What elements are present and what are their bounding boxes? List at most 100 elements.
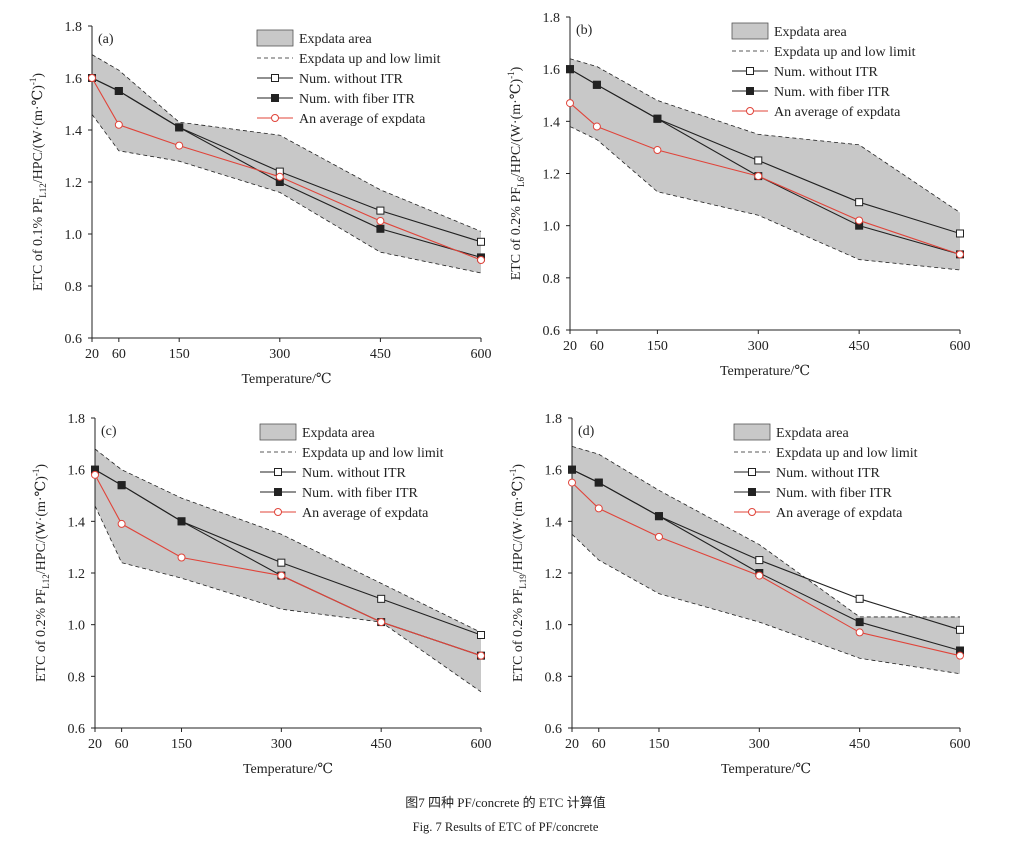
- data-point: [477, 237, 485, 246]
- y-tick-label: 1.2: [543, 168, 561, 183]
- data-point: [956, 625, 964, 634]
- x-tick-label: 300: [748, 339, 769, 354]
- series-line: [569, 68, 961, 255]
- legend-swatch-marker: [746, 67, 754, 75]
- legend-label: An average of expdata: [299, 112, 426, 127]
- data-point: [376, 206, 385, 215]
- legend: Expdata area Expdata up and low limit Num.…: [731, 22, 916, 120]
- x-axis-label: Temperature/℃: [720, 364, 810, 379]
- data-point: [956, 250, 964, 259]
- data-point: [277, 571, 286, 580]
- y-tick-label: 0.8: [545, 670, 563, 685]
- legend-label: Num. without ITR: [299, 72, 403, 87]
- x-tick-label: 600: [471, 347, 492, 362]
- x-tick-label: 60: [112, 347, 126, 362]
- expdata-area: [92, 54, 481, 273]
- data-point: [477, 256, 485, 264]
- legend: Expdata area Expdata up and low limit Num.…: [259, 423, 444, 521]
- data-point: [114, 87, 123, 95]
- y-tick-label: 1.4: [543, 115, 561, 130]
- x-tick-label: 150: [169, 347, 190, 362]
- data-point: [277, 558, 286, 567]
- legend-swatch-area: [733, 423, 771, 441]
- series-an-average-of-expdata: [91, 470, 485, 660]
- series-an-average-of-expdata: [566, 99, 964, 259]
- expdata-lower-limit: [94, 505, 482, 693]
- data-point: [175, 123, 184, 132]
- y-tick-label: 0.6: [543, 324, 561, 339]
- legend-label: Num. with fiber ITR: [776, 486, 893, 501]
- data-point: [754, 172, 763, 181]
- data-point: [177, 553, 186, 562]
- legend-swatch-marker: [274, 488, 282, 496]
- x-tick-label: 450: [371, 737, 392, 752]
- figure-caption-chinese: 图7 四种 PF/concrete 的 ETC 计算值: [405, 795, 606, 810]
- y-tick-label: 1.4: [65, 124, 83, 139]
- data-point: [755, 571, 764, 580]
- x-tick-label: 300: [269, 347, 290, 362]
- legend-label: Expdata up and low limit: [302, 446, 444, 461]
- legend-label: Num. with fiber ITR: [299, 92, 416, 107]
- legend-label: Expdata up and low limit: [299, 52, 441, 67]
- legend-label: Expdata area: [774, 25, 847, 40]
- data-point: [566, 99, 574, 108]
- legend-swatch-marker: [746, 107, 754, 115]
- series-line: [94, 474, 482, 657]
- expdata-upper-limit: [94, 448, 482, 633]
- series-line: [569, 102, 961, 255]
- data-point: [175, 141, 184, 150]
- series-num-with-fiber-itr: [568, 465, 964, 655]
- x-axis-label: Temperature/℃: [243, 762, 333, 777]
- y-tick-label: 1.4: [545, 515, 563, 530]
- y-tick-label: 0.8: [543, 272, 561, 287]
- legend-label: Num. without ITR: [776, 466, 880, 481]
- data-point: [855, 594, 864, 603]
- data-point: [477, 631, 485, 639]
- legend-swatch-marker: [748, 508, 756, 516]
- panel-label: (b): [576, 23, 593, 38]
- legend-label: Expdata area: [302, 426, 375, 441]
- legend-swatch-marker: [271, 74, 279, 82]
- data-point: [566, 65, 574, 74]
- x-tick-label: 600: [950, 339, 971, 354]
- expdata-upper-limit: [569, 58, 961, 213]
- data-point: [592, 80, 601, 89]
- y-tick-label: 1.0: [543, 220, 561, 235]
- y-tick-label: 1.2: [68, 567, 86, 582]
- expdata-upper-limit: [571, 446, 960, 618]
- x-tick-label: 150: [648, 737, 669, 752]
- x-tick-label: 60: [115, 737, 129, 752]
- data-point: [956, 229, 964, 238]
- legend-label: An average of expdata: [776, 506, 903, 521]
- data-point: [855, 216, 864, 225]
- legend-swatch-marker: [274, 508, 282, 516]
- chart-panel-4: 0.6 0.8 1.0 1.2 1.4 1.6 1.8 20 60 150 300 450 600 Tem…: [508, 412, 971, 777]
- x-tick-label: 450: [370, 347, 391, 362]
- legend-swatch-area: [731, 22, 769, 40]
- data-point: [275, 172, 284, 181]
- expdata-area: [95, 449, 481, 692]
- series-line: [91, 77, 482, 261]
- y-axis-label: ETC of 0.2% PFL6/HPC/(W·(m·℃)-1): [506, 66, 526, 280]
- y-axis-label: ETC of 0.2% PFL19/HPC/(W·(m·℃)-1): [508, 464, 528, 682]
- y-tick-label: 0.8: [65, 280, 83, 295]
- series-an-average-of-expdata: [88, 74, 485, 264]
- data-point: [755, 556, 764, 565]
- data-point: [855, 198, 864, 207]
- x-tick-label: 20: [88, 737, 102, 752]
- x-axis-label: Temperature/℃: [721, 762, 811, 777]
- data-point: [654, 532, 663, 541]
- series-line: [571, 469, 961, 652]
- y-tick-label: 0.6: [68, 722, 86, 737]
- data-point: [592, 122, 601, 131]
- x-tick-label: 20: [563, 339, 577, 354]
- x-tick-label: 20: [85, 347, 99, 362]
- data-point: [376, 217, 385, 225]
- data-point: [88, 74, 96, 82]
- data-point: [855, 628, 864, 637]
- data-point: [653, 114, 662, 123]
- x-tick-label: 450: [849, 737, 870, 752]
- x-axis-label: Temperature/℃: [241, 372, 331, 387]
- expdata-area: [572, 446, 960, 674]
- panel-label: (a): [98, 32, 114, 47]
